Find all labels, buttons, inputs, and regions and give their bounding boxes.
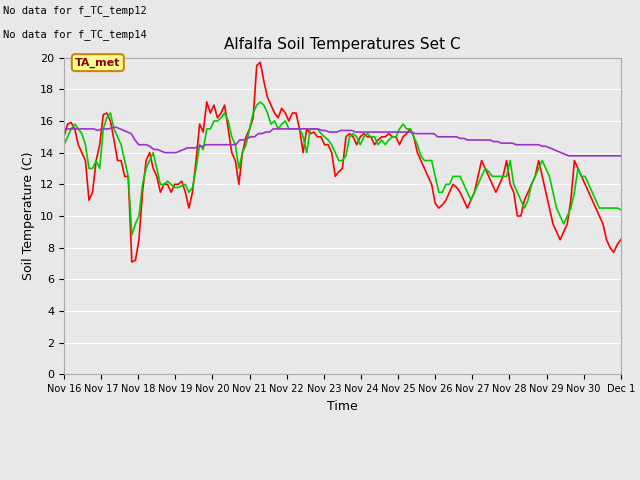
-8cm [89, 166, 97, 171]
-32cm [284, 126, 292, 132]
-2cm [78, 150, 86, 156]
-32cm [564, 153, 572, 159]
-32cm [524, 142, 531, 148]
-8cm [275, 126, 282, 132]
Line: -2cm: -2cm [64, 62, 621, 262]
-8cm [617, 207, 625, 213]
Y-axis label: Soil Temperature (C): Soil Temperature (C) [22, 152, 35, 280]
-32cm [449, 134, 456, 140]
-8cm [517, 197, 525, 203]
-2cm [275, 115, 282, 120]
-8cm [128, 232, 136, 238]
-2cm [617, 237, 625, 243]
-8cm [214, 118, 221, 124]
Line: -32cm: -32cm [64, 127, 621, 156]
-2cm [89, 190, 97, 195]
-2cm [257, 60, 264, 65]
-2cm [128, 259, 136, 265]
-2cm [388, 134, 396, 140]
Text: No data for f_TC_temp14: No data for f_TC_temp14 [3, 29, 147, 40]
X-axis label: Time: Time [327, 400, 358, 413]
-32cm [60, 126, 68, 132]
Text: TA_met: TA_met [75, 58, 120, 68]
-2cm [517, 213, 525, 219]
Line: -8cm: -8cm [64, 102, 621, 235]
Title: Alfalfa Soil Temperatures Set C: Alfalfa Soil Temperatures Set C [224, 37, 461, 52]
-32cm [355, 129, 363, 135]
Legend: -2cm, -8cm, -32cm: -2cm, -8cm, -32cm [218, 478, 467, 480]
-8cm [78, 131, 86, 136]
-8cm [388, 134, 396, 140]
-32cm [617, 153, 625, 159]
-32cm [378, 129, 385, 135]
-2cm [60, 134, 68, 140]
-32cm [109, 124, 116, 130]
-2cm [214, 115, 221, 120]
Text: No data for f_TC_temp12: No data for f_TC_temp12 [3, 5, 147, 16]
-8cm [257, 99, 264, 105]
-8cm [60, 142, 68, 148]
-32cm [247, 134, 255, 140]
